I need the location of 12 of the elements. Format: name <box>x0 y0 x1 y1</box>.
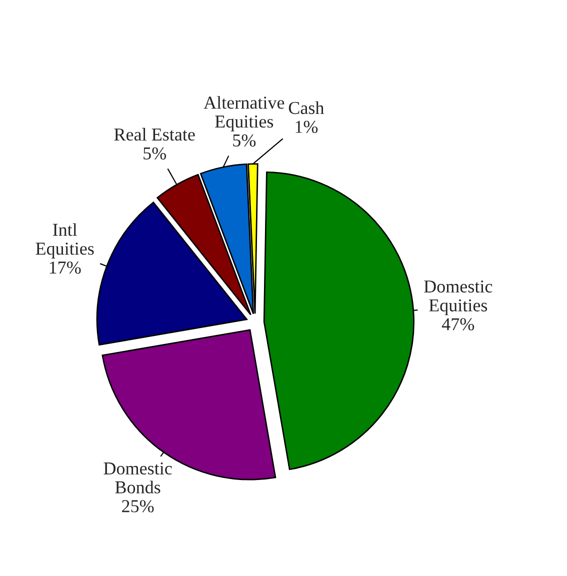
data-label: 5% <box>233 134 256 147</box>
data-label: 25% <box>122 500 154 512</box>
slice-label: Domestic Equities <box>424 280 492 316</box>
slice-label: Domestic Bonds <box>104 462 172 494</box>
slice-label: Real Estate <box>114 128 195 141</box>
data-label: 1% <box>296 120 318 134</box>
slice-label: Intl Equities <box>36 223 94 258</box>
slice-label: Alternative Equities <box>204 96 284 132</box>
slice-label: Cash <box>288 101 324 114</box>
data-label: 47% <box>442 318 474 330</box>
data-label: 17% <box>50 261 81 274</box>
data-label: 5% <box>144 147 166 160</box>
